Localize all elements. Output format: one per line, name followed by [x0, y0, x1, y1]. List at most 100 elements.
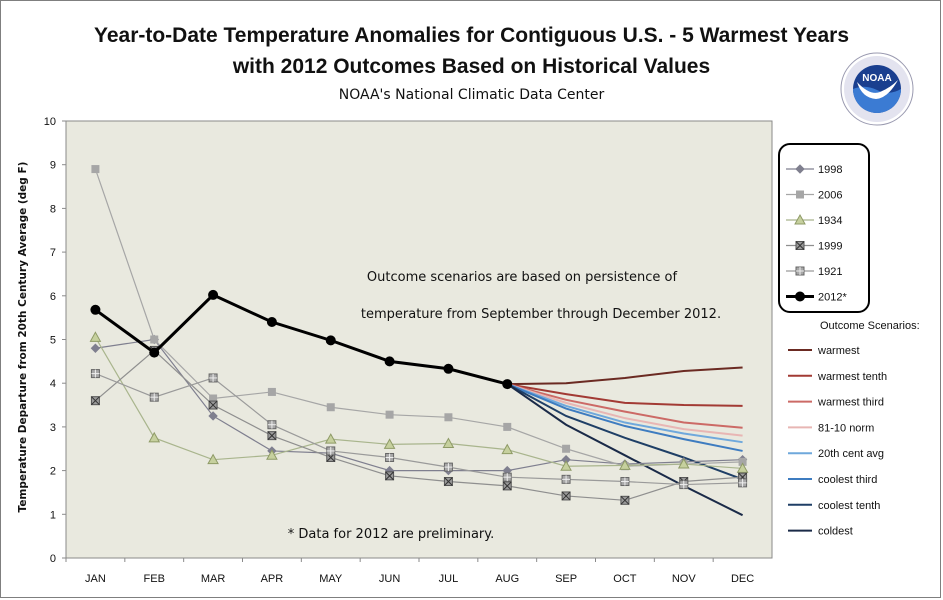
scenario-line-coldest [506, 383, 744, 517]
x-tick-label: SEP [555, 573, 577, 585]
y-tick-label: 7 [50, 247, 56, 259]
data-point [562, 444, 571, 453]
legend-scenario-label: warmest third [817, 397, 884, 409]
outcome-scenarios-header: Outcome Scenarios: [820, 320, 920, 332]
y-tick-label: 6 [50, 291, 56, 303]
x-tick-label: JUL [439, 573, 459, 585]
data-point [501, 443, 514, 455]
data-point [619, 459, 631, 470]
data-point [560, 460, 572, 471]
series-line-1999 [95, 349, 743, 501]
legend-marker [795, 266, 805, 276]
legend-marker [794, 213, 806, 225]
data-point [149, 347, 160, 358]
data-point [443, 477, 453, 487]
legend-scenario-label: 20th cent avg [818, 448, 884, 460]
x-tick-label: DEC [731, 573, 754, 585]
series-line-1921 [95, 373, 743, 486]
data-point [324, 433, 337, 444]
data-point [736, 462, 749, 473]
y-tick-label: 0 [50, 553, 56, 565]
data-point [383, 438, 396, 449]
x-tick-label: AUG [495, 573, 519, 585]
y-tick-label: 8 [50, 203, 56, 215]
data-point [90, 343, 101, 353]
data-point [385, 471, 395, 481]
legend-scenario-label: warmest tenth [817, 371, 887, 383]
data-point [385, 452, 395, 462]
y-tick-label: 10 [44, 116, 56, 128]
scenario-line-warmest [507, 366, 743, 386]
scenario-line-coolest-tenth [506, 383, 743, 481]
legend-scenario-label: coldest [818, 526, 853, 538]
legend-label: 1921 [818, 266, 842, 278]
x-tick-label: OCT [613, 573, 637, 585]
data-point [679, 480, 689, 490]
x-tick-label: NOV [672, 573, 697, 585]
legend-marker [795, 164, 805, 174]
series-line-2012 [94, 293, 508, 386]
x-tick-label: JUN [379, 573, 400, 585]
data-point [385, 410, 394, 419]
data-point [502, 481, 512, 491]
data-point [620, 495, 630, 505]
data-point [209, 394, 218, 403]
data-point [208, 373, 218, 383]
chart-title-line2: with 2012 Outcomes Based on Historical V… [232, 55, 711, 78]
data-point [325, 335, 336, 346]
data-point [91, 165, 100, 174]
x-tick-label: APR [261, 573, 284, 585]
data-point [561, 491, 571, 501]
data-point [326, 403, 335, 412]
data-point [444, 413, 453, 422]
noaa-logo-text: NOAA [862, 73, 891, 84]
data-point [148, 431, 161, 443]
legend-label: 2012* [818, 292, 847, 304]
data-point [384, 356, 395, 367]
y-tick-label: 5 [50, 335, 56, 347]
legend-marker [796, 190, 804, 199]
y-tick-label: 4 [50, 378, 56, 390]
data-point [502, 379, 513, 390]
legend-label: 1999 [818, 241, 842, 253]
legend-label: 2006 [818, 190, 842, 202]
series-line-1998 [95, 338, 743, 472]
data-point [208, 289, 219, 300]
scenario-line-warmest-third [506, 383, 743, 429]
data-point [267, 387, 276, 396]
legend-scenario-label: coolest third [818, 474, 877, 486]
data-point [502, 472, 512, 482]
chart-subtitle: NOAA's National Climatic Data Center [338, 87, 605, 103]
y-tick-label: 9 [50, 160, 56, 172]
data-point [738, 457, 747, 466]
series-line-1934 [94, 337, 743, 470]
data-point [267, 420, 277, 430]
data-point [207, 453, 219, 465]
data-point [208, 400, 218, 410]
chart-title: Year-to-Date Temperature Anomalies for C… [93, 24, 850, 47]
legend-marker [795, 241, 805, 250]
y-tick-label: 3 [50, 422, 56, 434]
legend-label: 1998 [818, 164, 842, 176]
data-point [442, 437, 455, 449]
noaa-logo-icon: NOAA [840, 52, 914, 126]
scenario-line-20th-cent-avg [506, 383, 743, 444]
data-point [267, 431, 277, 441]
x-tick-label: MAY [319, 573, 343, 585]
legend-marker [795, 291, 805, 302]
data-point [90, 369, 100, 379]
data-point [89, 331, 102, 342]
data-point [738, 478, 748, 488]
legend-scenario-label: coolest tenth [818, 500, 880, 512]
data-point [150, 335, 159, 344]
data-point [266, 317, 277, 328]
data-point [90, 396, 100, 406]
scenario-line-81-10-norm [506, 383, 743, 437]
x-tick-label: MAR [201, 573, 226, 585]
legend-scenario-label: warmest [817, 345, 860, 357]
scenario-note-line1: Outcome scenarios are based on persisten… [367, 270, 678, 285]
data-point [620, 477, 630, 487]
